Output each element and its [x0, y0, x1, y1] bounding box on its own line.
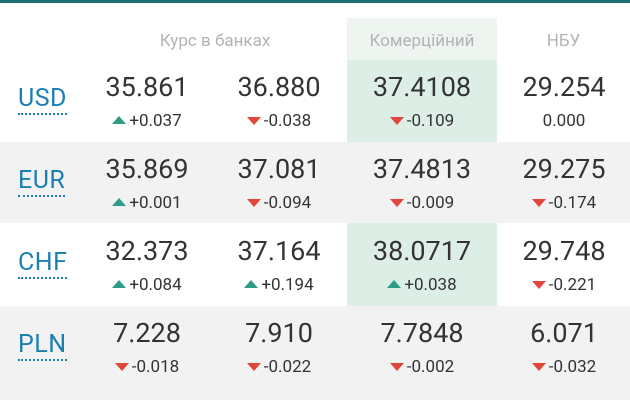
bank-sell-cell: 37.164 +0.194 — [204, 234, 354, 296]
bank-buy-cell: 7.228 -0.018 — [72, 316, 222, 378]
bank-buy-change: +0.037 — [72, 110, 222, 132]
arrow-down-icon — [531, 198, 546, 207]
bank-sell-value: 37.081 — [237, 153, 321, 185]
bank-buy-value: 35.861 — [105, 71, 189, 103]
header-commercial: Комерційний — [369, 31, 475, 51]
bank-sell-change: -0.022 — [204, 356, 354, 378]
arrow-down-icon — [531, 280, 546, 289]
change-value: +0.001 — [129, 193, 182, 213]
arrow-down-icon — [389, 362, 404, 371]
commercial-value: 38.0717 — [372, 235, 472, 267]
nbu-value: 29.275 — [522, 153, 606, 185]
nbu-cell: 29.275 -0.174 — [489, 152, 630, 214]
commercial-cell: 37.4108 -0.109 — [347, 70, 497, 132]
currency-row-usd[interactable]: USD 35.861 +0.037 36.880 -0.038 37.4108 … — [0, 60, 630, 141]
commercial-change: -0.109 — [347, 110, 497, 132]
change-value: -0.174 — [548, 193, 597, 213]
change-value: -0.038 — [263, 111, 312, 131]
nbu-cell: 29.254 0.000 — [489, 70, 630, 132]
arrow-down-icon — [246, 198, 261, 207]
bank-buy-value: 7.228 — [113, 317, 181, 349]
currency-code[interactable]: PLN — [18, 330, 67, 361]
commercial-cell: 37.4813 -0.009 — [347, 152, 497, 214]
change-value: +0.038 — [404, 275, 457, 295]
change-value: +0.194 — [261, 275, 314, 295]
commercial-value: 7.7848 — [380, 317, 464, 349]
commercial-value: 37.4813 — [372, 153, 472, 185]
currency-row-chf[interactable]: CHF 32.373 +0.084 37.164 +0.194 38.0717 … — [0, 224, 630, 305]
arrow-up-icon — [387, 279, 402, 288]
bank-buy-cell: 32.373 +0.084 — [72, 234, 222, 296]
currency-code[interactable]: EUR — [18, 166, 66, 197]
bank-sell-cell: 37.081 -0.094 — [204, 152, 354, 214]
bank-buy-cell: 35.861 +0.037 — [72, 70, 222, 132]
header-nbu: НБУ — [546, 31, 581, 51]
change-value: -0.094 — [263, 193, 312, 213]
arrow-up-icon — [112, 115, 127, 124]
currency-code[interactable]: CHF — [18, 248, 68, 279]
bank-sell-cell: 7.910 -0.022 — [204, 316, 354, 378]
change-value: -0.018 — [131, 357, 180, 377]
bank-sell-value: 36.880 — [237, 71, 321, 103]
arrow-down-icon — [246, 362, 261, 371]
nbu-value: 6.071 — [530, 317, 598, 349]
change-value: +0.037 — [129, 111, 182, 131]
bank-buy-cell: 35.869 +0.001 — [72, 152, 222, 214]
change-value: -0.009 — [406, 193, 455, 213]
nbu-change: -0.174 — [489, 192, 630, 214]
nbu-cell: 6.071 -0.032 — [489, 316, 630, 378]
nbu-cell: 29.748 -0.221 — [489, 234, 630, 296]
header-banks-rate: Курс в банках — [159, 31, 271, 51]
commercial-change: +0.038 — [347, 274, 497, 296]
currency-row-pln[interactable]: PLN 7.228 -0.018 7.910 -0.022 7.7848 -0.… — [0, 306, 630, 400]
nbu-change: -0.032 — [489, 356, 630, 378]
nbu-value: 29.254 — [522, 71, 606, 103]
currency-rates-table: Курс в банках Комерційний НБУ USD 35.861… — [0, 18, 630, 400]
arrow-up-icon — [112, 197, 127, 206]
bank-sell-value: 37.164 — [237, 235, 321, 267]
arrow-down-icon — [531, 362, 546, 371]
bank-sell-change: +0.194 — [204, 274, 354, 296]
nbu-change: 0.000 — [489, 110, 630, 132]
change-value: 0.000 — [542, 111, 586, 131]
bank-buy-change: -0.018 — [72, 356, 222, 378]
arrow-down-icon — [246, 116, 261, 125]
arrow-up-icon — [244, 279, 259, 288]
arrow-down-icon — [114, 362, 129, 371]
change-value: -0.109 — [406, 111, 455, 131]
commercial-value: 37.4108 — [372, 71, 472, 103]
change-value: +0.084 — [129, 275, 182, 295]
nbu-value: 29.748 — [522, 235, 606, 267]
commercial-header-highlight — [347, 18, 497, 60]
change-value: -0.002 — [406, 357, 455, 377]
top-accent-line — [0, 0, 630, 3]
commercial-change: -0.009 — [347, 192, 497, 214]
arrow-down-icon — [389, 198, 404, 207]
arrow-up-icon — [112, 279, 127, 288]
change-value: -0.022 — [263, 357, 312, 377]
bank-sell-cell: 36.880 -0.038 — [204, 70, 354, 132]
bank-sell-value: 7.910 — [245, 317, 313, 349]
table-header: Курс в банках Комерційний НБУ — [0, 18, 630, 60]
bank-sell-change: -0.038 — [204, 110, 354, 132]
nbu-change: -0.221 — [489, 274, 630, 296]
bank-buy-change: +0.001 — [72, 192, 222, 214]
currency-code[interactable]: USD — [18, 84, 67, 115]
bank-sell-change: -0.094 — [204, 192, 354, 214]
commercial-cell: 38.0717 +0.038 — [347, 234, 497, 296]
arrow-down-icon — [389, 116, 404, 125]
commercial-cell: 7.7848 -0.002 — [347, 316, 497, 378]
change-value: -0.221 — [548, 275, 597, 295]
commercial-change: -0.002 — [347, 356, 497, 378]
currency-row-eur[interactable]: EUR 35.869 +0.001 37.081 -0.094 37.4813 … — [0, 142, 630, 223]
change-value: -0.032 — [548, 357, 597, 377]
bank-buy-change: +0.084 — [72, 274, 222, 296]
bank-buy-value: 35.869 — [105, 153, 189, 185]
bank-buy-value: 32.373 — [105, 235, 189, 267]
